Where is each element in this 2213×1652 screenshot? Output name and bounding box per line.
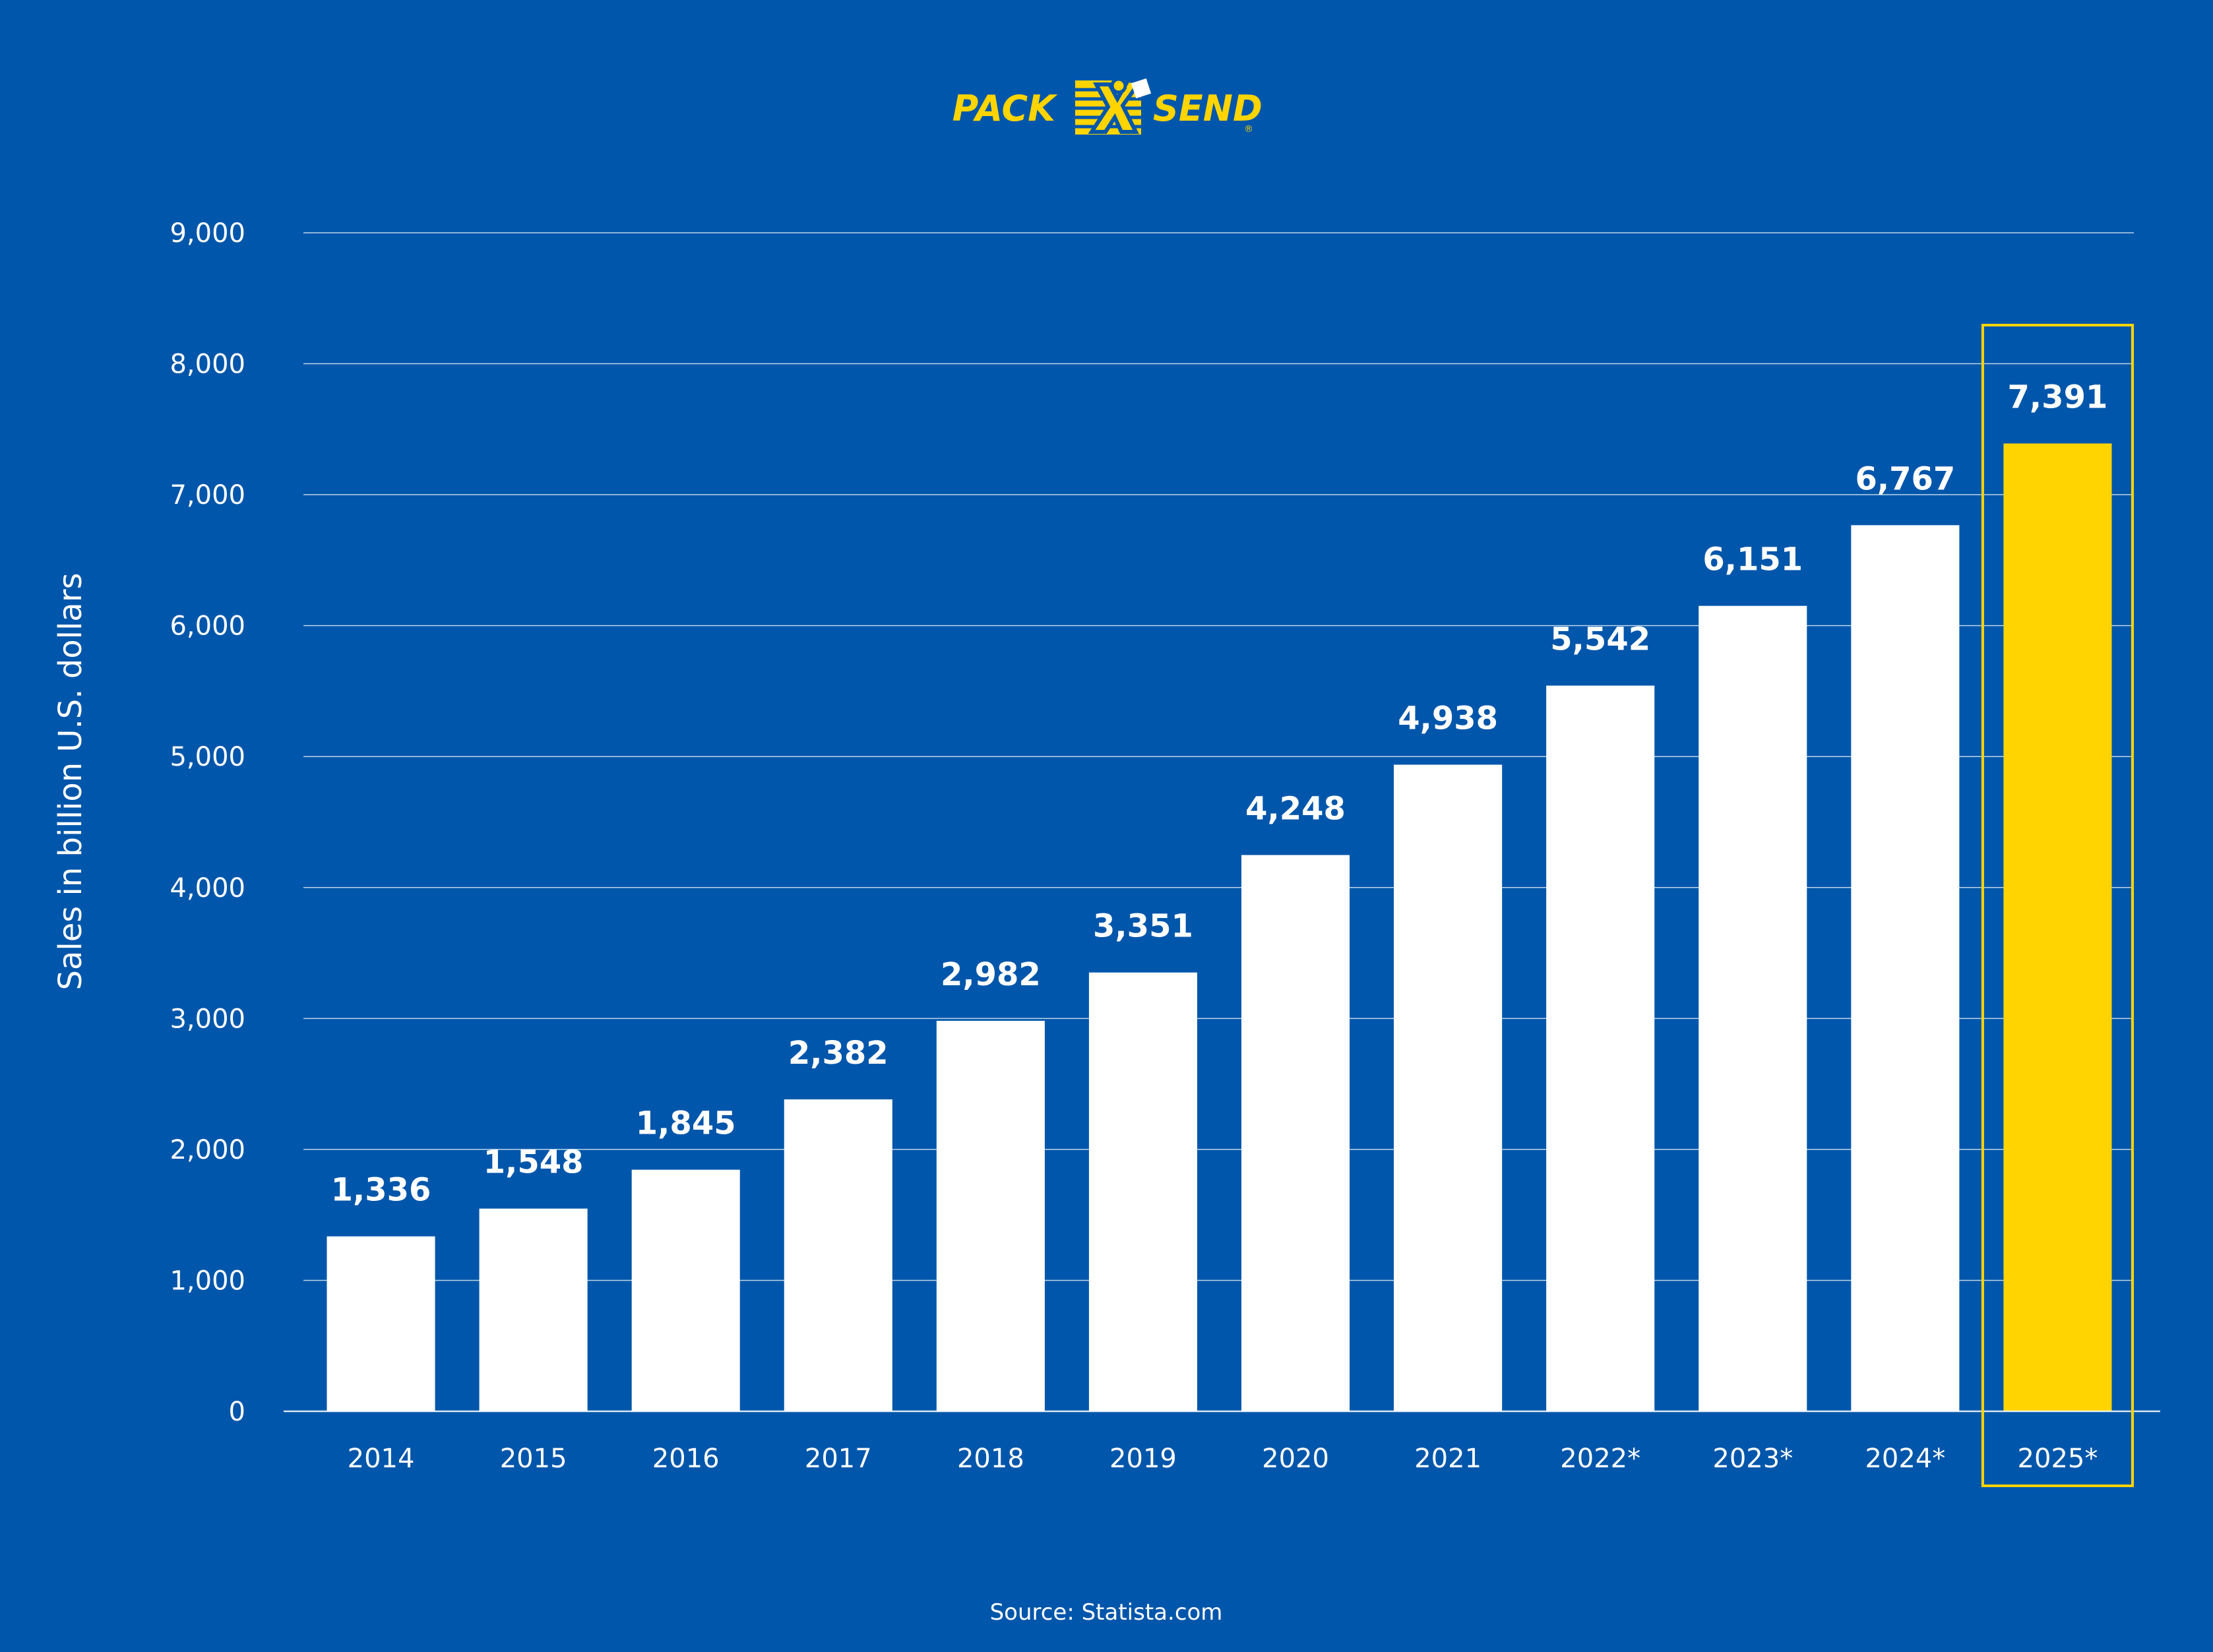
y-tick-label: 6,000 (170, 611, 245, 642)
bars (327, 443, 2112, 1412)
y-tick-label: 5,000 (170, 742, 245, 772)
logo-registered-mark: ® (1244, 124, 1253, 135)
value-labels: 1,336 1,548 1,845 2,382 2,982 3,351 4,248 4,938… (331, 379, 2108, 1208)
x-tick-label: 2020 (1262, 1444, 1329, 1474)
value-label: 2,982 (941, 956, 1041, 993)
x-tick-label: 2016 (652, 1444, 720, 1474)
bar (2003, 443, 2112, 1412)
value-label: 1,845 (636, 1105, 736, 1142)
bar (1546, 685, 1655, 1411)
y-tick-label: 0 (229, 1397, 245, 1427)
logo-right-text: SEND (1153, 88, 1262, 129)
logo-figure-icon (1075, 77, 1152, 135)
bar (1241, 855, 1350, 1411)
value-label: 1,336 (331, 1172, 431, 1209)
bar (479, 1208, 588, 1411)
x-tick-label: 2023* (1712, 1444, 1793, 1474)
bar (1394, 764, 1503, 1411)
value-label: 4,248 (1245, 791, 1346, 828)
x-tick-label: 2019 (1109, 1444, 1177, 1474)
y-tick-label: 8,000 (170, 350, 245, 380)
value-label: 6,767 (1855, 460, 1955, 497)
pack-send-logo: PACK SEND ® (952, 77, 1262, 135)
gridlines (303, 232, 2134, 1281)
y-tick-label: 3,000 (170, 1004, 245, 1034)
x-tick-label: 2021 (1414, 1444, 1481, 1474)
y-tick-label: 7,000 (170, 480, 245, 510)
y-tick-label: 1,000 (170, 1266, 245, 1296)
bar (936, 1020, 1045, 1411)
x-tick-label: 2022* (1560, 1444, 1640, 1474)
bar (1699, 605, 1807, 1411)
value-label: 3,351 (1093, 908, 1193, 945)
value-label: 6,151 (1702, 541, 1803, 578)
x-tick-label: 2017 (805, 1444, 872, 1474)
source-text: Source: Statista.com (990, 1599, 1223, 1626)
bar (631, 1169, 740, 1411)
x-tick-label: 2024* (1865, 1444, 1945, 1474)
bar (784, 1099, 892, 1411)
highlight-frame (1981, 324, 2135, 1487)
x-tick-label: 2018 (957, 1444, 1024, 1474)
value-label: 1,548 (483, 1144, 584, 1181)
x-axis-ticks: 2014 2015 2016 2017 2018 2019 2020 2021 2022* 202… (348, 1444, 2098, 1474)
y-tick-label: 9,000 (170, 218, 245, 249)
x-tick-label: 2015 (500, 1444, 567, 1474)
value-label: 7,391 (2008, 379, 2108, 415)
y-axis-ticks: 0 1,000 2,000 3,000 4,000 5,000 6,000 7,000 8,00… (170, 218, 245, 1427)
y-axis-title: Sales in billion U.S. dollars (52, 573, 89, 991)
logo-left-text: PACK (952, 88, 1058, 129)
x-tick-label: 2025* (2018, 1444, 2098, 1474)
y-tick-label: 2,000 (170, 1135, 245, 1165)
value-label: 4,938 (1398, 700, 1498, 737)
value-label: 5,542 (1550, 621, 1650, 658)
bar (1851, 525, 1960, 1412)
value-label: 2,382 (788, 1035, 888, 1072)
x-tick-label: 2014 (348, 1444, 415, 1474)
bar (327, 1236, 435, 1411)
bar (1088, 972, 1197, 1411)
y-tick-label: 4,000 (170, 873, 245, 903)
